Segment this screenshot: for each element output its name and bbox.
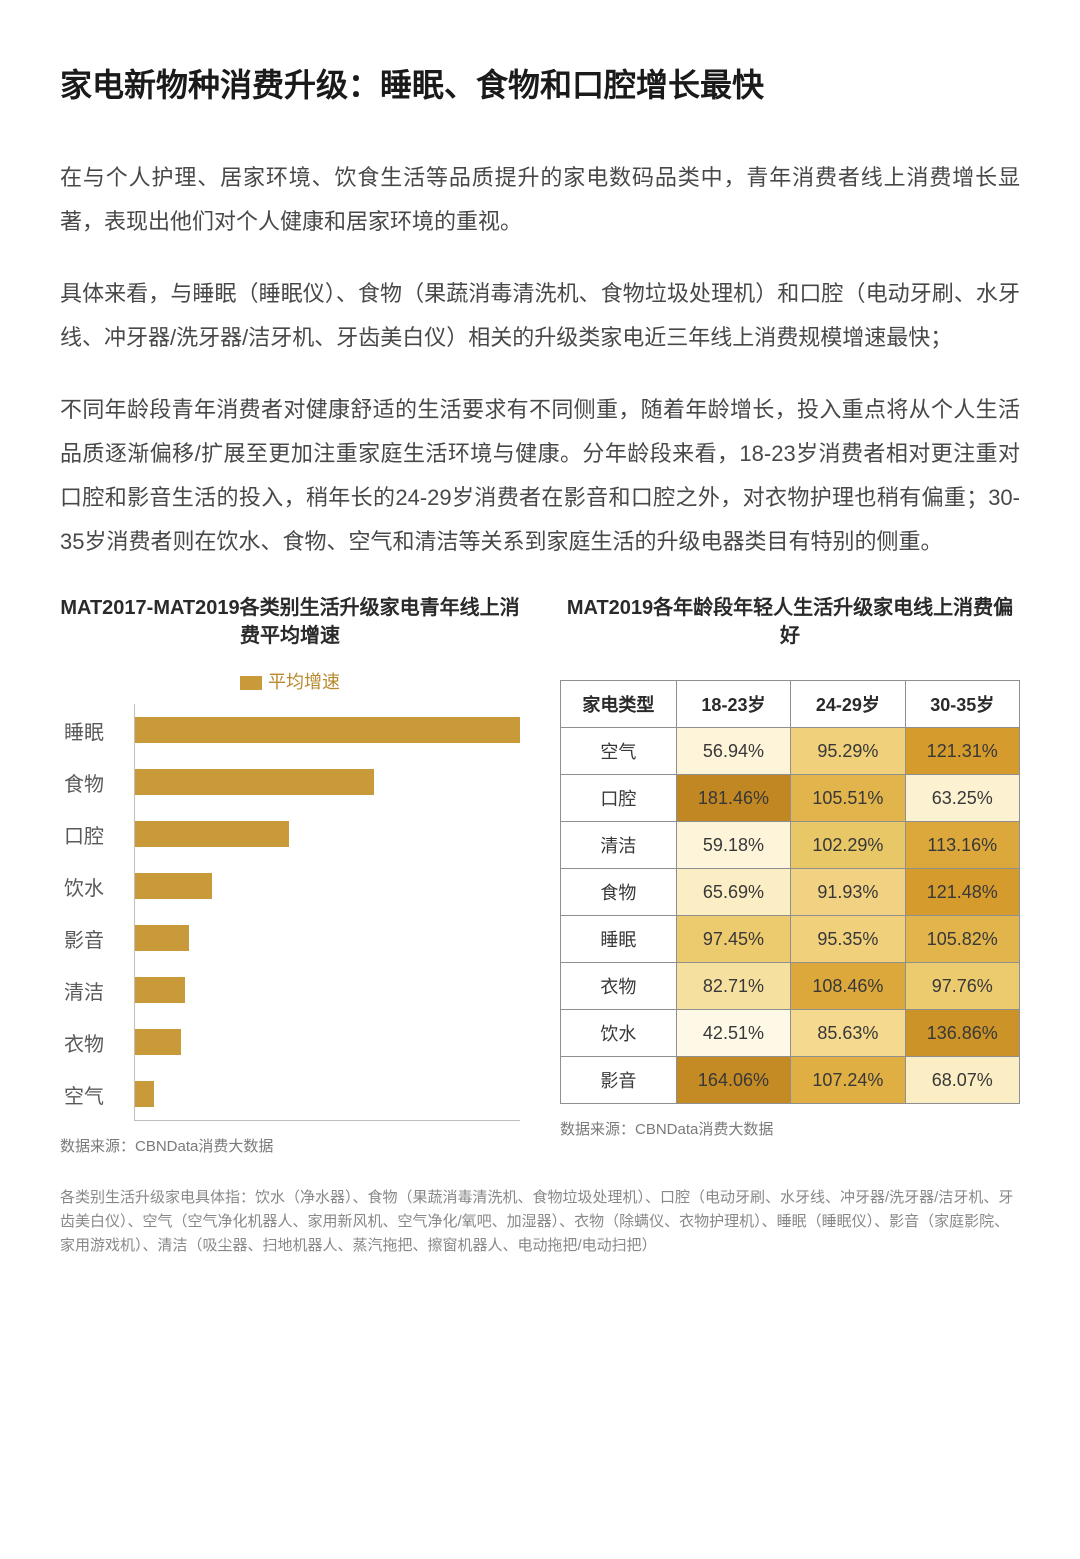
table-cell: 63.25% bbox=[905, 775, 1019, 822]
table-cell: 102.29% bbox=[791, 822, 905, 869]
bar-fill bbox=[135, 977, 185, 1003]
bar-fill bbox=[135, 1029, 181, 1055]
bar-label: 空气 bbox=[64, 1080, 134, 1109]
table-row: 口腔181.46%105.51%63.25% bbox=[561, 775, 1020, 822]
table-cell: 105.82% bbox=[905, 916, 1019, 963]
table-cell: 181.46% bbox=[676, 775, 790, 822]
bar-row: 空气 bbox=[64, 1068, 520, 1120]
bar-fill bbox=[135, 925, 189, 951]
table-cell: 113.16% bbox=[905, 822, 1019, 869]
table-row-label: 食物 bbox=[561, 869, 677, 916]
bar-chart-legend: 平均增速 bbox=[60, 668, 520, 694]
bar-label: 食物 bbox=[64, 768, 134, 797]
bar-label: 睡眠 bbox=[64, 716, 134, 745]
table-cell: 65.69% bbox=[676, 869, 790, 916]
heat-table-title: MAT2019各年龄段年轻人生活升级家电线上消费偏好 bbox=[560, 594, 1020, 650]
bar-chart-source: 数据来源：CBNData消费大数据 bbox=[60, 1135, 520, 1156]
bar-fill bbox=[135, 873, 212, 899]
legend-swatch-icon bbox=[240, 676, 262, 690]
heat-table-column: MAT2019各年龄段年轻人生活升级家电线上消费偏好 家电类型18-23岁24-… bbox=[560, 594, 1020, 1156]
table-header-cell: 家电类型 bbox=[561, 681, 677, 728]
legend-label: 平均增速 bbox=[268, 672, 340, 692]
table-cell: 121.31% bbox=[905, 728, 1019, 775]
table-cell: 97.76% bbox=[905, 963, 1019, 1010]
table-cell: 136.86% bbox=[905, 1010, 1019, 1057]
paragraph-1: 在与个人护理、居家环境、饮食生活等品质提升的家电数码品类中，青年消费者线上消费增… bbox=[60, 156, 1020, 244]
page-title: 家电新物种消费升级：睡眠、食物和口腔增长最快 bbox=[60, 60, 1020, 106]
bar-track bbox=[134, 964, 520, 1016]
table-cell: 164.06% bbox=[676, 1057, 790, 1104]
table-row-label: 饮水 bbox=[561, 1010, 677, 1057]
table-row: 食物65.69%91.93%121.48% bbox=[561, 869, 1020, 916]
table-cell: 91.93% bbox=[791, 869, 905, 916]
table-cell: 59.18% bbox=[676, 822, 790, 869]
table-header-cell: 30-35岁 bbox=[905, 681, 1019, 728]
bar-track bbox=[134, 756, 520, 808]
bar-fill bbox=[135, 769, 374, 795]
bar-track bbox=[134, 704, 520, 756]
table-header-cell: 18-23岁 bbox=[676, 681, 790, 728]
bar-label: 清洁 bbox=[64, 976, 134, 1005]
bar-row: 饮水 bbox=[64, 860, 520, 912]
table-row: 空气56.94%95.29%121.31% bbox=[561, 728, 1020, 775]
bar-track bbox=[134, 1016, 520, 1068]
bar-row: 睡眠 bbox=[64, 704, 520, 756]
table-cell: 108.46% bbox=[791, 963, 905, 1010]
table-cell: 107.24% bbox=[791, 1057, 905, 1104]
bar-fill bbox=[135, 1081, 154, 1107]
bar-axis bbox=[134, 1120, 520, 1121]
bar-row: 衣物 bbox=[64, 1016, 520, 1068]
table-row: 清洁59.18%102.29%113.16% bbox=[561, 822, 1020, 869]
bar-row: 影音 bbox=[64, 912, 520, 964]
heat-table: 家电类型18-23岁24-29岁30-35岁空气56.94%95.29%121.… bbox=[560, 680, 1020, 1104]
bar-track bbox=[134, 1068, 520, 1120]
table-cell: 82.71% bbox=[676, 963, 790, 1010]
table-row-label: 清洁 bbox=[561, 822, 677, 869]
table-cell: 105.51% bbox=[791, 775, 905, 822]
bar-track bbox=[134, 912, 520, 964]
table-row-label: 衣物 bbox=[561, 963, 677, 1010]
table-row-label: 口腔 bbox=[561, 775, 677, 822]
heat-table-source: 数据来源：CBNData消费大数据 bbox=[560, 1118, 1020, 1139]
bar-track bbox=[134, 860, 520, 912]
bar-chart-column: MAT2017-MAT2019各类别生活升级家电青年线上消费平均增速 平均增速 … bbox=[60, 594, 520, 1156]
table-header-row: 家电类型18-23岁24-29岁30-35岁 bbox=[561, 681, 1020, 728]
bar-chart: 睡眠食物口腔饮水影音清洁衣物空气 bbox=[60, 704, 520, 1121]
table-row-label: 影音 bbox=[561, 1057, 677, 1104]
table-row-label: 空气 bbox=[561, 728, 677, 775]
table-row: 饮水42.51%85.63%136.86% bbox=[561, 1010, 1020, 1057]
bar-chart-title: MAT2017-MAT2019各类别生活升级家电青年线上消费平均增速 bbox=[60, 594, 520, 650]
table-cell: 97.45% bbox=[676, 916, 790, 963]
table-row: 影音164.06%107.24%68.07% bbox=[561, 1057, 1020, 1104]
table-row: 睡眠97.45%95.35%105.82% bbox=[561, 916, 1020, 963]
footnote: 各类别生活升级家电具体指：饮水（净水器）、食物（果蔬消毒清洗机、食物垃圾处理机）… bbox=[60, 1186, 1020, 1258]
table-cell: 95.29% bbox=[791, 728, 905, 775]
table-cell: 56.94% bbox=[676, 728, 790, 775]
bar-fill bbox=[135, 821, 289, 847]
bar-label: 口腔 bbox=[64, 820, 134, 849]
table-cell: 85.63% bbox=[791, 1010, 905, 1057]
bar-row: 食物 bbox=[64, 756, 520, 808]
bar-track bbox=[134, 808, 520, 860]
table-row: 衣物82.71%108.46%97.76% bbox=[561, 963, 1020, 1010]
bar-label: 衣物 bbox=[64, 1028, 134, 1057]
bar-fill bbox=[135, 717, 520, 743]
table-cell: 68.07% bbox=[905, 1057, 1019, 1104]
table-header-cell: 24-29岁 bbox=[791, 681, 905, 728]
table-cell: 42.51% bbox=[676, 1010, 790, 1057]
table-cell: 121.48% bbox=[905, 869, 1019, 916]
table-cell: 95.35% bbox=[791, 916, 905, 963]
paragraph-2: 具体来看，与睡眠（睡眠仪）、食物（果蔬消毒清洗机、食物垃圾处理机）和口腔（电动牙… bbox=[60, 272, 1020, 360]
charts-row: MAT2017-MAT2019各类别生活升级家电青年线上消费平均增速 平均增速 … bbox=[60, 594, 1020, 1156]
paragraph-3: 不同年龄段青年消费者对健康舒适的生活要求有不同侧重，随着年龄增长，投入重点将从个… bbox=[60, 388, 1020, 564]
bar-label: 影音 bbox=[64, 924, 134, 953]
bar-row: 口腔 bbox=[64, 808, 520, 860]
table-row-label: 睡眠 bbox=[561, 916, 677, 963]
bar-label: 饮水 bbox=[64, 872, 134, 901]
bar-row: 清洁 bbox=[64, 964, 520, 1016]
